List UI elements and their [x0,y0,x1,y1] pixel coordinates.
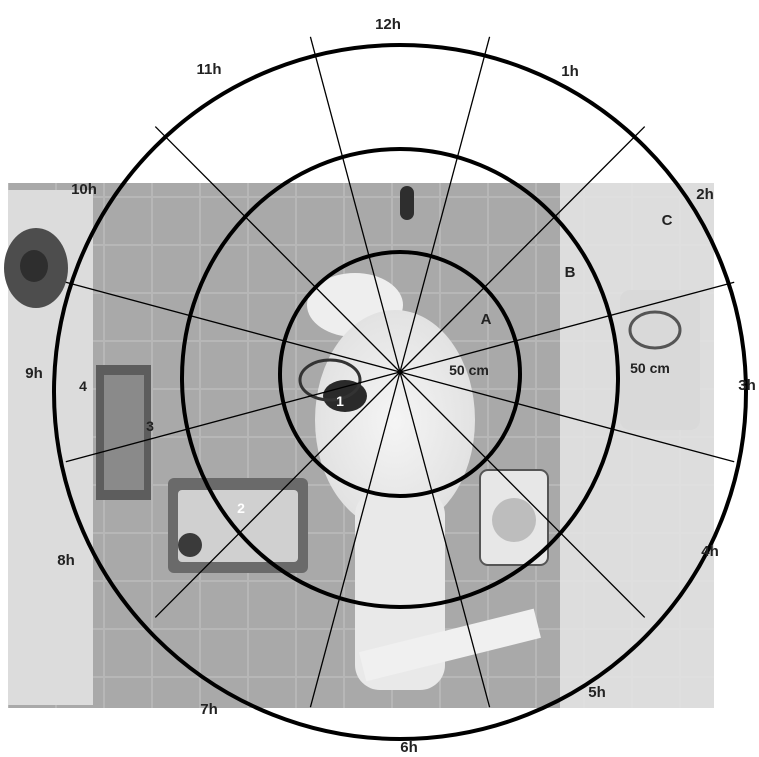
clock-label-3h: 3h [738,377,756,394]
photo-radio-speaker [178,533,202,557]
clock-label-12h: 12h [375,16,401,33]
clock-spoke-3 [399,126,646,373]
ring-label-b: B [565,264,576,281]
clock-spoke-12 [154,126,401,373]
photo-chair-leg [400,186,414,220]
photo-bright-wall [560,183,714,708]
photo-lamp-inner [20,250,48,282]
photo-radio-face [178,490,298,562]
ring-label-c: C [662,212,673,229]
clock-spokes [65,36,735,708]
clock-labels: 12h 1h 2h 3h 4h 5h 6h 7h 8h 9h 10h 11h [25,16,756,756]
object-labels: 1 2 3 4 [79,378,344,516]
clock-spoke-1 [309,36,401,373]
clock-label-5h: 5h [588,684,606,701]
clock-spoke-8 [309,371,401,708]
distance-labels: 50 cm 50 cm [449,360,670,378]
clock-spoke-2 [399,36,491,373]
object-label-4: 4 [79,378,87,394]
clock-spoke-5 [399,371,735,463]
distance-label-middle: 50 cm [630,360,670,376]
clock-spoke-9 [154,371,401,618]
photo-person-body [315,310,475,530]
clock-label-1h: 1h [561,63,579,80]
object-label-3: 3 [146,418,154,434]
distance-label-inner: 50 cm [449,362,489,378]
clock-label-10h: 10h [71,181,97,198]
photo-stand [359,608,541,682]
photo-hair [298,358,362,402]
distance-rings [52,43,748,741]
clock-spoke-7 [399,371,491,708]
clock-label-4h: 4h [701,543,719,560]
photo-right-basin [628,310,682,350]
ring-outer [52,43,748,741]
ring-middle [180,147,620,609]
clock-label-9h: 9h [25,365,43,382]
clock-spoke-10 [65,371,401,463]
object-label-1: 1 [336,393,344,409]
clock-spoke-11 [65,281,401,373]
clock-spoke-4 [399,281,735,373]
clock-label-7h: 7h [200,701,218,718]
clock-label-6h: 6h [400,739,418,756]
overhead-photo [4,183,714,708]
photo-shelf-inner [104,375,144,490]
object-label-2: 2 [237,500,245,516]
ring-inner [278,250,522,498]
clock-label-11h: 11h [196,61,221,78]
clock-label-8h: 8h [57,552,75,569]
ring-label-a: A [481,311,492,328]
clock-spoke-6 [399,371,646,618]
ring-labels: A B C [481,212,673,328]
photo-appliance-disc [492,498,536,542]
clock-label-2h: 2h [696,186,714,203]
